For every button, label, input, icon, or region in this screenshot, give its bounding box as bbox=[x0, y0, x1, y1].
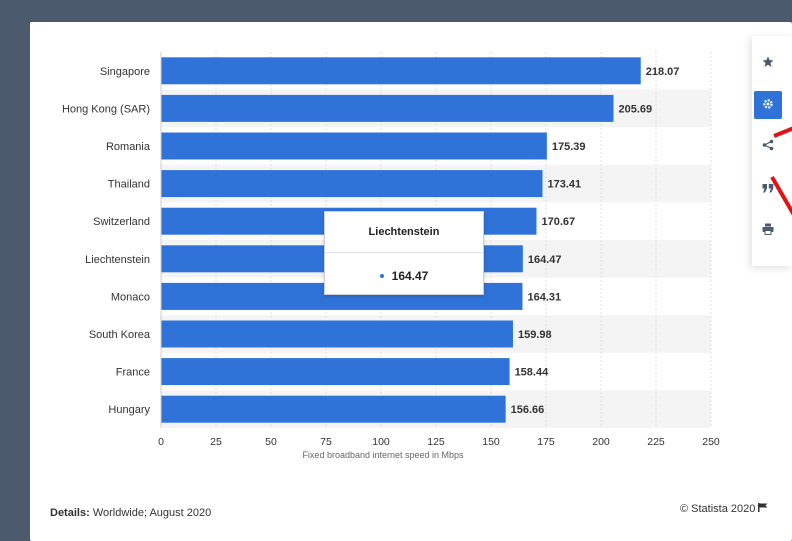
category-label: Thailand bbox=[108, 179, 150, 191]
details-text: Details: Worldwide; August 2020 bbox=[50, 507, 211, 519]
copyright[interactable]: © Statista 2020 bbox=[680, 503, 768, 515]
tooltip-value-row: 164.47 bbox=[325, 269, 483, 283]
details-label: Details: bbox=[50, 507, 90, 519]
bar bbox=[161, 358, 510, 386]
bar bbox=[161, 94, 614, 122]
favorite-button[interactable] bbox=[754, 49, 782, 77]
bar bbox=[161, 170, 543, 198]
share-button[interactable] bbox=[754, 132, 782, 160]
bar bbox=[161, 132, 547, 160]
x-tick-label: 100 bbox=[372, 436, 390, 448]
x-axis-title: Fixed broadband internet speed in Mbps bbox=[302, 450, 464, 460]
print-icon bbox=[762, 222, 774, 238]
category-label: Hong Kong (SAR) bbox=[62, 103, 150, 115]
flag-icon bbox=[758, 503, 768, 515]
category-label: Liechtenstein bbox=[85, 254, 150, 266]
data-label: 218.07 bbox=[646, 66, 680, 78]
category-label: Romania bbox=[106, 141, 151, 153]
tooltip-title: Liechtenstein bbox=[368, 226, 440, 238]
tooltip-divider bbox=[325, 252, 483, 253]
tooltip-value: 164.47 bbox=[391, 269, 429, 283]
copyright-text: © Statista 2020 bbox=[680, 503, 756, 515]
tooltip-dot bbox=[379, 273, 384, 278]
x-tick-label: 75 bbox=[320, 436, 332, 448]
tool-panel bbox=[752, 36, 792, 266]
star-icon bbox=[762, 55, 774, 71]
chart-tooltip: Liechtenstein 164.47 bbox=[324, 211, 484, 295]
bar bbox=[161, 395, 506, 423]
category-label: Monaco bbox=[111, 291, 150, 303]
gear-icon bbox=[762, 97, 774, 113]
bar bbox=[161, 320, 513, 348]
x-tick-label: 150 bbox=[482, 436, 500, 448]
details-value[interactable]: Worldwide; August 2020 bbox=[92, 507, 212, 519]
x-tick-label: 25 bbox=[210, 436, 222, 448]
quote-icon bbox=[762, 180, 774, 196]
x-tick-label: 50 bbox=[265, 436, 277, 448]
data-label: 173.41 bbox=[548, 179, 582, 191]
category-label: Switzerland bbox=[93, 216, 150, 228]
data-label: 170.67 bbox=[541, 216, 575, 228]
x-tick-label: 125 bbox=[427, 436, 445, 448]
data-label: 156.66 bbox=[511, 404, 545, 416]
chart-card: 0 25 50 75 100 125 150 175 200 225 250 Singapore 218… bbox=[30, 22, 792, 541]
category-label: Hungary bbox=[108, 404, 150, 416]
x-tick-label: 175 bbox=[537, 436, 555, 448]
x-tick-label: 200 bbox=[592, 436, 610, 448]
data-label: 158.44 bbox=[515, 367, 550, 379]
category-label: Singapore bbox=[100, 66, 150, 78]
x-tick-label: 250 bbox=[702, 436, 720, 448]
category-label: France bbox=[116, 367, 150, 379]
x-tick-label: 0 bbox=[158, 436, 164, 448]
category-label: South Korea bbox=[89, 329, 151, 341]
cite-button[interactable] bbox=[754, 174, 782, 202]
x-tick-label: 225 bbox=[647, 436, 665, 448]
data-label: 175.39 bbox=[552, 141, 586, 153]
bar bbox=[161, 57, 641, 85]
data-label: 205.69 bbox=[619, 103, 653, 115]
print-button[interactable] bbox=[754, 216, 782, 244]
settings-button[interactable] bbox=[754, 91, 782, 119]
share-icon bbox=[762, 138, 774, 154]
data-label: 164.47 bbox=[528, 254, 562, 266]
data-label: 164.31 bbox=[527, 291, 561, 303]
data-label: 159.98 bbox=[518, 329, 552, 341]
